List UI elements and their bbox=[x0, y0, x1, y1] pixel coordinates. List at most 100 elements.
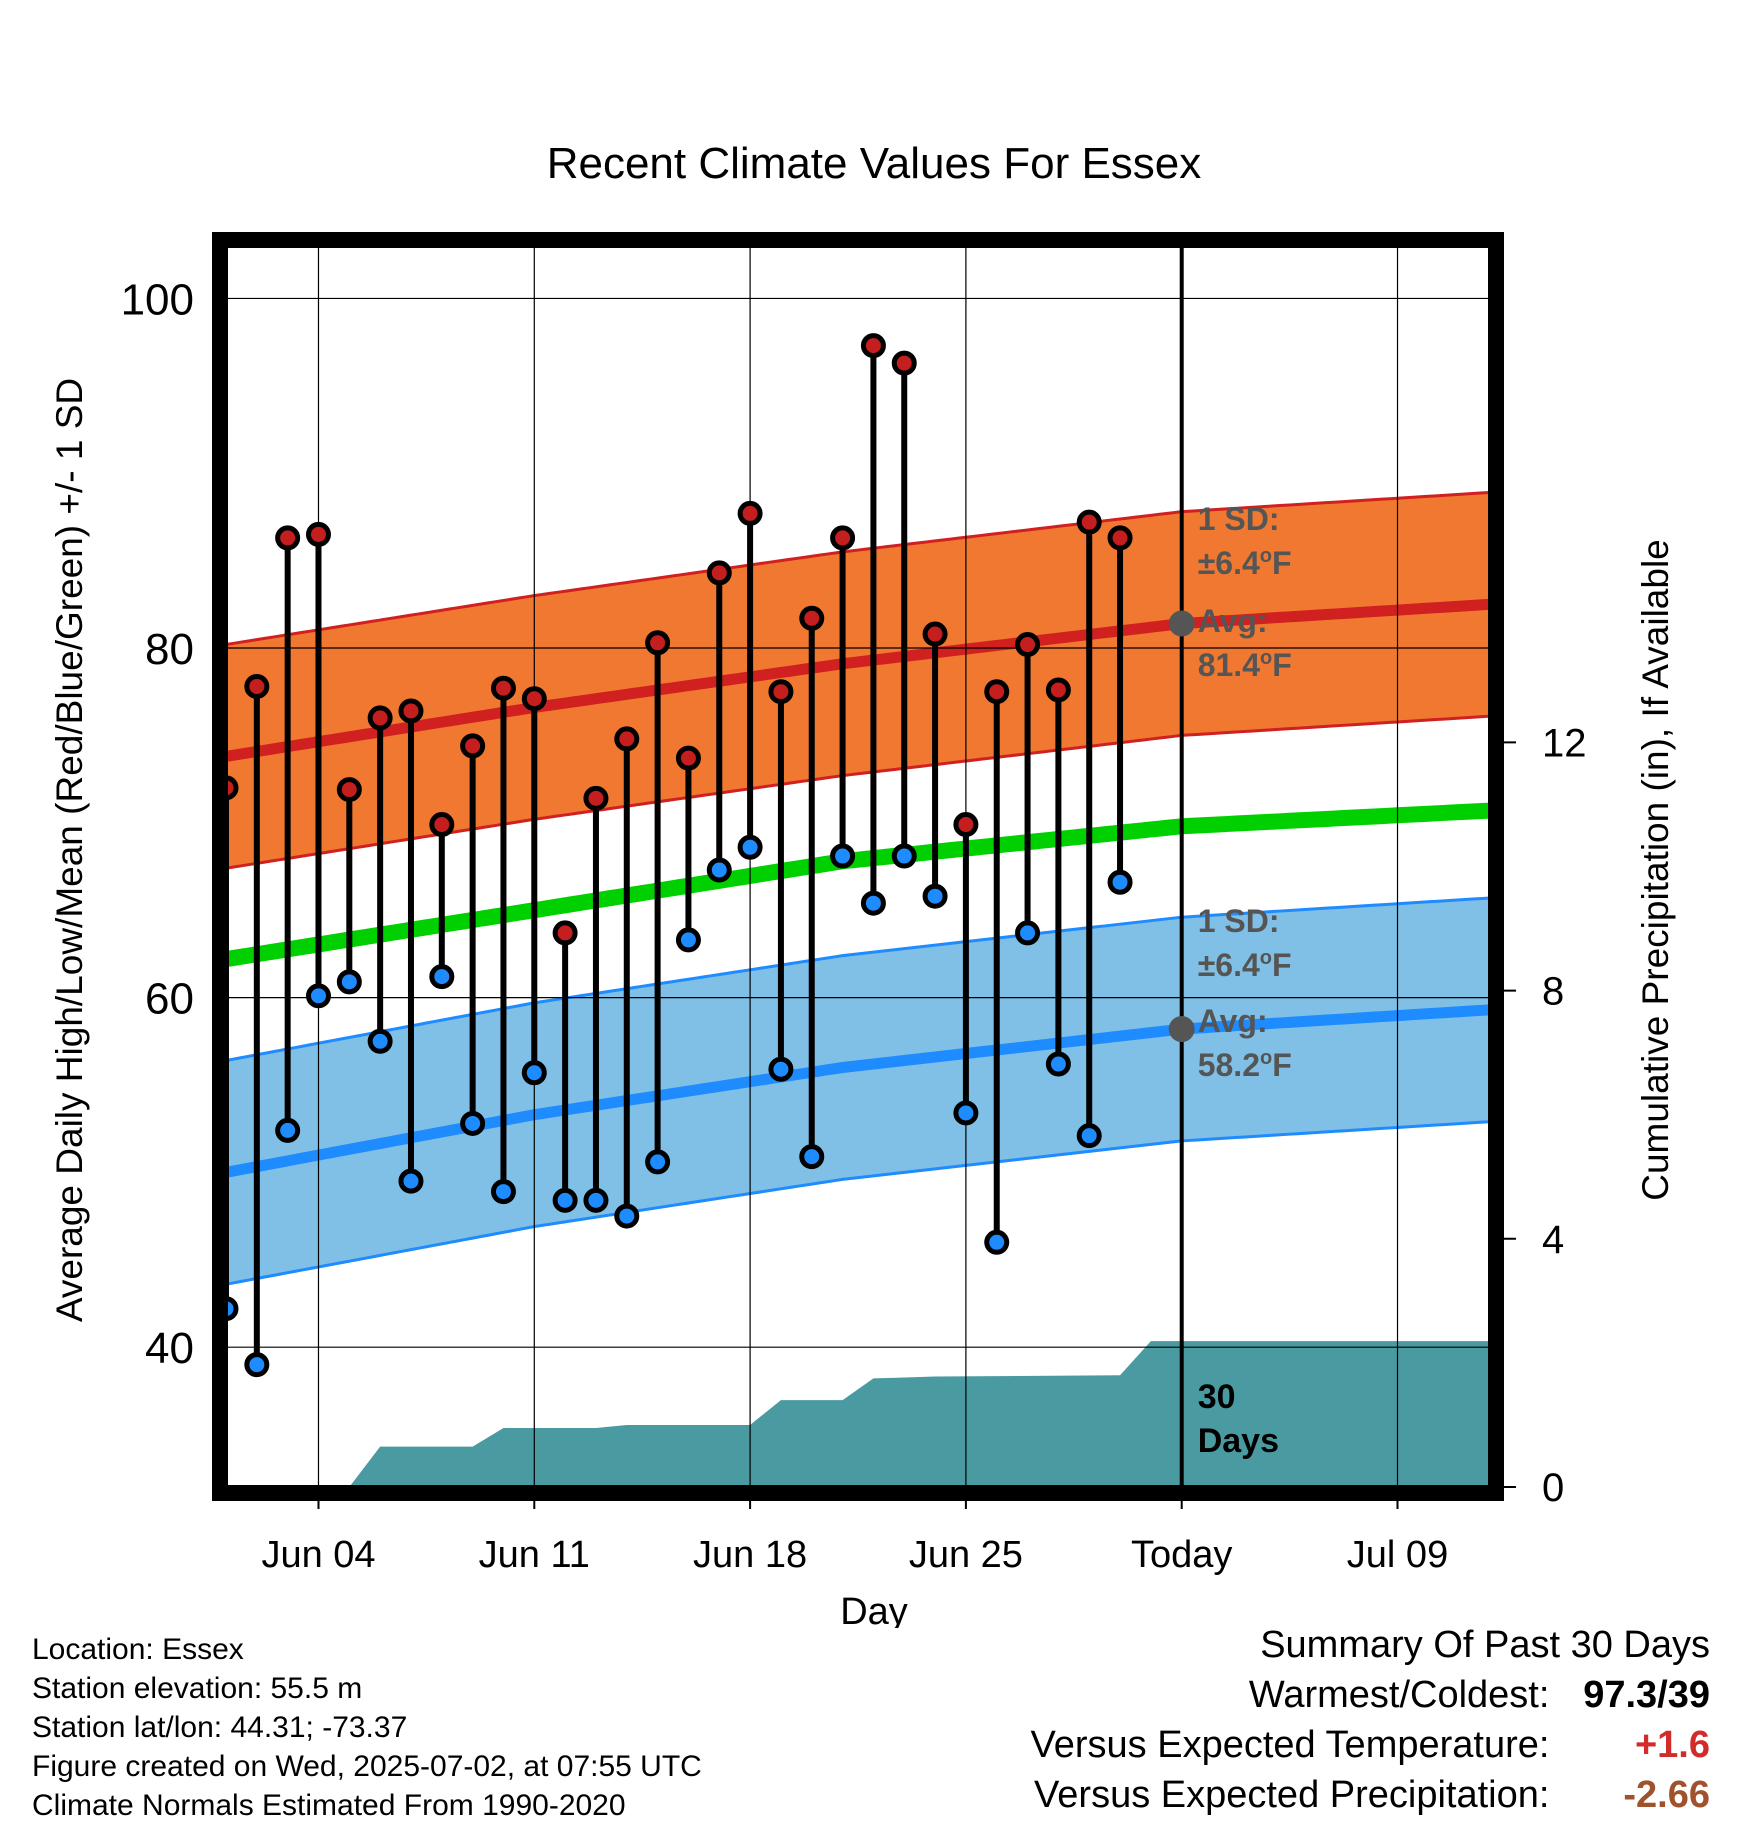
daily-high-point bbox=[799, 605, 825, 631]
high-normal-band bbox=[226, 492, 1490, 869]
plot-frame bbox=[212, 232, 1504, 1501]
low-normal-band-lower bbox=[226, 1120, 1490, 1286]
daily-high-point bbox=[984, 679, 1010, 705]
chart-title: Recent Climate Values For Essex bbox=[547, 139, 1202, 188]
daily-high-point bbox=[460, 733, 486, 759]
daily-high-point bbox=[490, 675, 516, 701]
y-axis-label: Average Daily High/Low/Mean (Red/Blue/Gr… bbox=[49, 378, 90, 1322]
summary-temp-label: Versus Expected Temperature: bbox=[1030, 1724, 1550, 1766]
y-tick-label: 80 bbox=[145, 625, 194, 674]
daily-high-point bbox=[953, 812, 979, 838]
daily-high-point bbox=[768, 679, 794, 705]
daily-high-point bbox=[645, 630, 671, 656]
y2-tick-label: 12 bbox=[1542, 721, 1587, 765]
summary-warmest-value: 97.3/39 bbox=[1583, 1674, 1710, 1716]
daily-high-point bbox=[891, 350, 917, 376]
high-sd-label: 1 SD: bbox=[1198, 501, 1280, 537]
summary-precip-row: Versus Expected Precipitation: -2.66 bbox=[810, 1770, 1710, 1820]
daily-low-point bbox=[891, 843, 917, 869]
daily-high-point bbox=[398, 698, 424, 724]
daily-high-point bbox=[336, 777, 362, 803]
x-tick-label: Jun 18 bbox=[693, 1534, 807, 1576]
precip-days-label-line1: 30 bbox=[1198, 1378, 1236, 1416]
daily-high-point bbox=[244, 673, 270, 699]
daily-low-point bbox=[460, 1110, 486, 1136]
daily-high-point bbox=[675, 745, 701, 771]
daily-high-point bbox=[583, 785, 609, 811]
daily-low-point bbox=[336, 969, 362, 995]
info-normals: Climate Normals Estimated From 1990-2020 bbox=[32, 1789, 626, 1822]
x-tick-label: Jun 25 bbox=[909, 1534, 1023, 1576]
summary-temp-value: +1.6 bbox=[1634, 1724, 1710, 1766]
low-sd-value: ±6.4oF bbox=[1198, 947, 1292, 983]
precip-days-label-line2: Days bbox=[1198, 1422, 1279, 1460]
plot-inner: 1 SD: ±6.4oF Avg: 81.4oF 1 SD: ±6.4oF Avg: 58.2… bbox=[226, 0, 1490, 1487]
y-tick-label: 40 bbox=[145, 1324, 194, 1373]
daily-high-point bbox=[275, 525, 301, 551]
daily-high-point bbox=[614, 726, 640, 752]
daily-low-point bbox=[305, 983, 331, 1009]
high-avg-value: 81.4oF bbox=[1198, 647, 1292, 683]
summary-panel: Summary Of Past 30 Days Warmest/Coldest:… bbox=[810, 1620, 1710, 1820]
x-tick-label: Jun 11 bbox=[479, 1534, 590, 1576]
daily-low-point bbox=[645, 1149, 671, 1175]
daily-high-point bbox=[737, 500, 763, 526]
daily-low-point bbox=[614, 1203, 640, 1229]
info-latlon: Station lat/lon: 44.31; -73.37 bbox=[32, 1711, 408, 1744]
summary-precip-value: -2.66 bbox=[1623, 1774, 1710, 1816]
info-created: Figure created on Wed, 2025-07-02, at 07… bbox=[32, 1750, 702, 1783]
y2-tick-label: 0 bbox=[1542, 1466, 1564, 1510]
mean-normal-line bbox=[226, 802, 1490, 968]
high-normal-line bbox=[226, 598, 1490, 762]
daily-high-point bbox=[1045, 677, 1071, 703]
daily-low-point bbox=[860, 890, 886, 916]
x-axis-label: Day bbox=[840, 1591, 908, 1628]
high-normal-band-upper bbox=[226, 490, 1490, 646]
daily-low-point bbox=[275, 1117, 301, 1143]
daily-high-point bbox=[552, 920, 578, 946]
daily-low-point bbox=[1107, 869, 1133, 895]
daily-low-point bbox=[490, 1179, 516, 1205]
today-low-avg-marker bbox=[1168, 1016, 1195, 1043]
y2-axis-label: Cumulative Precipitation (in), If Availa… bbox=[1635, 539, 1676, 1201]
daily-high-point bbox=[305, 521, 331, 547]
precip-area bbox=[226, 1341, 1490, 1487]
x-tick-label: Jul 09 bbox=[1347, 1534, 1448, 1576]
daily-low-point bbox=[1015, 920, 1041, 946]
daily-low-point bbox=[367, 1028, 393, 1054]
daily-low-point bbox=[706, 857, 732, 883]
daily-high-point bbox=[226, 775, 239, 801]
daily-low-point bbox=[398, 1168, 424, 1194]
daily-low-point bbox=[984, 1229, 1010, 1255]
daily-low-point bbox=[1076, 1123, 1102, 1149]
daily-high-point bbox=[367, 705, 393, 731]
daily-low-point bbox=[429, 964, 455, 990]
daily-low-point bbox=[1141, 0, 1161, 10]
daily-high-point bbox=[1107, 525, 1133, 551]
daily-low-point bbox=[830, 843, 856, 869]
daily-low-point bbox=[583, 1187, 609, 1213]
summary-precip-label: Versus Expected Precipitation: bbox=[1034, 1774, 1550, 1816]
daily-high-point bbox=[521, 686, 547, 712]
daily-low-point bbox=[922, 883, 948, 909]
summary-warmest-row: Warmest/Coldest: 97.3/39 bbox=[810, 1670, 1710, 1720]
daily-low-point bbox=[799, 1144, 825, 1170]
low-avg-value: 58.2oF bbox=[1198, 1047, 1292, 1083]
climate-chart: Recent Climate Values For Essex 1 SD: ±6.… bbox=[49, 0, 1676, 1628]
low-normal-band bbox=[226, 897, 1490, 1285]
y2-tick-label: 4 bbox=[1542, 1218, 1564, 1262]
daily-high-point bbox=[1015, 632, 1041, 658]
low-avg-label: Avg: bbox=[1198, 1003, 1268, 1039]
daily-high-point bbox=[830, 525, 856, 551]
daily-high-point bbox=[706, 560, 732, 586]
today-high-avg-marker bbox=[1168, 610, 1195, 637]
daily-low-point bbox=[552, 1187, 578, 1213]
x-tick-label: Today bbox=[1131, 1534, 1232, 1576]
summary-temp-row: Versus Expected Temperature: +1.6 bbox=[810, 1720, 1710, 1770]
y2-tick-label: 8 bbox=[1542, 970, 1564, 1014]
daily-low-point bbox=[226, 1296, 239, 1322]
y-tick-label: 100 bbox=[121, 275, 194, 324]
daily-low-point bbox=[675, 927, 701, 953]
summary-title: Summary Of Past 30 Days bbox=[1260, 1624, 1710, 1666]
daily-high-point bbox=[1141, 0, 1161, 10]
